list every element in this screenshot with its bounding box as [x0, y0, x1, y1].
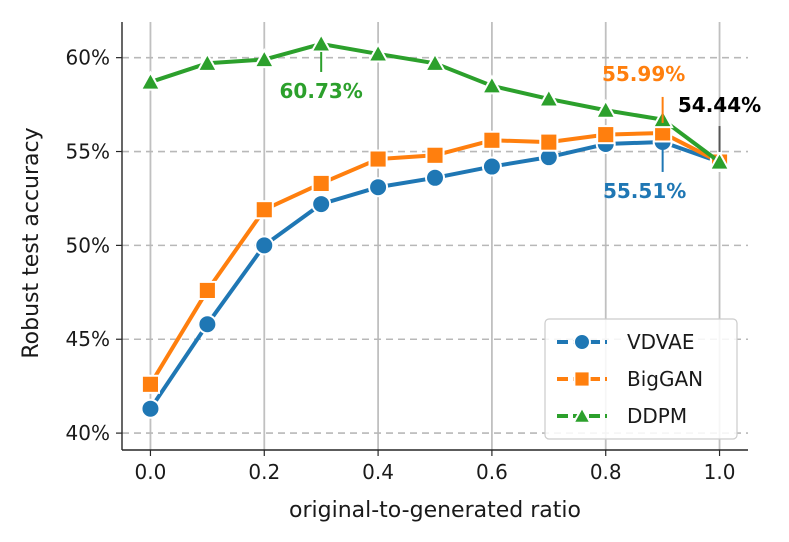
y-tick-label: 45% [66, 327, 110, 351]
series-layer [139, 32, 731, 419]
data-point-circle [311, 194, 332, 215]
data-point-square [368, 149, 388, 169]
x-tick-label: 0.8 [590, 460, 622, 484]
legend-item-ddpm: DDPM [557, 404, 687, 428]
data-point-circle [573, 333, 591, 351]
series-ddpm [139, 32, 731, 171]
data-point-square [482, 130, 502, 150]
data-point-square [539, 132, 559, 152]
data-point-square [425, 145, 445, 165]
x-tick-label: 0.0 [135, 460, 167, 484]
data-point-triangle [366, 42, 390, 63]
y-axis-label: Robust test accuracy [19, 127, 44, 358]
data-point-triangle [708, 150, 731, 171]
legend: VDVAE BigGAN DDPM [544, 318, 738, 440]
annotation-layer: 60.73% 55.99% 54.44% 55.51% [280, 51, 761, 203]
tick-labels: 0.0 0.2 0.4 0.6 0.8 1.0 40% 45% 50% 55% 60% [66, 46, 736, 484]
annotation-label: 55.99% [602, 62, 685, 86]
data-point-triangle [196, 51, 219, 72]
data-point-circle [481, 156, 502, 177]
y-tick-label: 60% [66, 46, 110, 70]
data-point-circle [425, 167, 445, 188]
legend-label: BigGAN [627, 367, 703, 391]
data-point-triangle [423, 51, 447, 72]
x-tick-label: 1.0 [704, 460, 736, 484]
legend-item-vdvae: VDVAE [557, 330, 694, 354]
data-point-square [140, 374, 161, 394]
axes [116, 22, 748, 456]
legend-box [544, 318, 738, 440]
data-point-square [596, 125, 616, 145]
data-point-square [197, 280, 217, 300]
y-tick-label: 40% [66, 421, 110, 445]
data-point-square [254, 200, 274, 220]
data-point-triangle [594, 98, 617, 119]
legend-label: VDVAE [627, 330, 694, 354]
data-point-triangle [571, 405, 593, 424]
data-point-triangle [310, 32, 333, 53]
data-point-square [573, 370, 591, 388]
data-point-square [311, 173, 331, 193]
data-point-triangle [253, 48, 276, 69]
data-point-circle [197, 314, 218, 335]
data-point-triangle [537, 87, 560, 108]
y-tick-label: 50% [66, 233, 110, 257]
annotation-label: 60.73% [280, 79, 363, 103]
annotation-label: 55.51% [603, 179, 686, 203]
data-point-circle [140, 398, 161, 419]
y-tick-label: 55% [66, 140, 110, 164]
legend-item-biggan: BigGAN [557, 367, 703, 391]
data-point-triangle [480, 74, 504, 95]
x-tick-label: 0.4 [362, 460, 394, 484]
x-tick-label: 0.2 [248, 460, 280, 484]
data-point-triangle [139, 70, 162, 91]
data-point-circle [368, 177, 389, 198]
x-tick-label: 0.6 [476, 460, 508, 484]
annotation-label: 54.44% [678, 93, 761, 117]
data-point-circle [254, 235, 275, 256]
legend-label: DDPM [627, 404, 687, 428]
x-axis-label: original-to-generated ratio [289, 498, 581, 523]
